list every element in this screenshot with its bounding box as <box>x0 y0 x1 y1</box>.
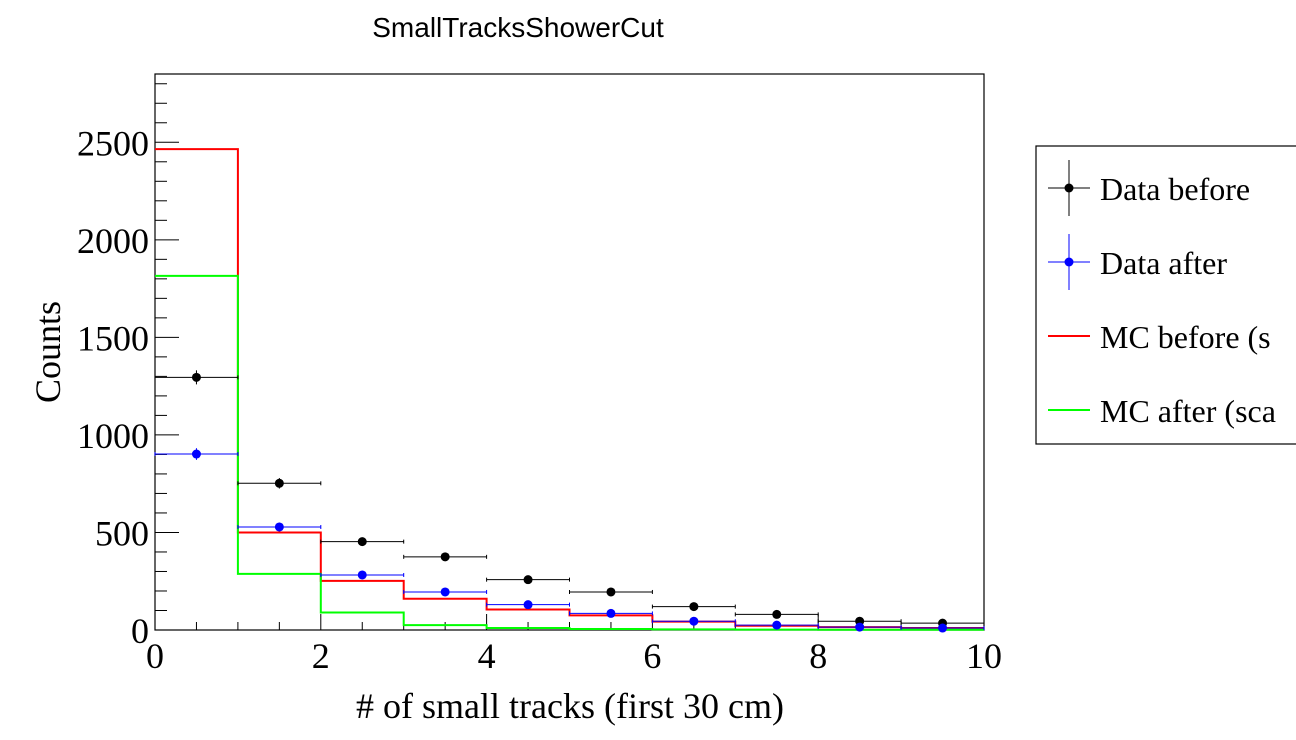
x-axis-label: # of small tracks (first 30 cm) <box>356 686 784 726</box>
data-point <box>689 616 699 626</box>
data-point <box>274 478 284 488</box>
y-tick-label: 2000 <box>77 221 149 261</box>
y-tick-label: 500 <box>95 513 149 553</box>
series-line-1 <box>155 148 984 630</box>
x-tick-label: 6 <box>643 636 661 676</box>
y-tick-label: 1000 <box>77 416 149 456</box>
legend-label: Data before <box>1100 171 1250 207</box>
data-point <box>772 609 782 619</box>
data-point <box>523 575 533 585</box>
series-layer <box>154 148 985 633</box>
data-point <box>191 449 201 459</box>
data-point <box>689 602 699 612</box>
x-tick-label: 8 <box>809 636 827 676</box>
data-point <box>606 587 616 597</box>
data-point <box>938 623 948 633</box>
x-tick-label: 0 <box>146 636 164 676</box>
y-axis-label: Counts <box>28 301 68 403</box>
legend-box <box>1035 145 1296 445</box>
data-point <box>523 600 533 610</box>
y-tick-label: 0 <box>131 611 149 651</box>
data-point <box>606 608 616 618</box>
y-tick-label: 2500 <box>77 123 149 163</box>
data-point <box>440 552 450 562</box>
data-point <box>772 620 782 630</box>
legend-label: MC before (s <box>1100 319 1271 355</box>
legend: Data before Data after MC before (s MC afte… <box>1035 145 1296 445</box>
data-point <box>357 537 367 547</box>
legend-marker-point <box>1064 257 1074 267</box>
x-tick-label: 2 <box>312 636 330 676</box>
legend-marker-point <box>1064 183 1074 193</box>
x-tick-label: 4 <box>478 636 496 676</box>
data-point <box>855 622 865 632</box>
data-point <box>440 587 450 597</box>
series-points-2 <box>154 448 985 633</box>
y-axis-ticks: 0 500 1000 1500 2000 2500 <box>77 83 179 651</box>
data-point <box>274 522 284 532</box>
legend-label: MC after (sca <box>1100 393 1276 429</box>
data-point <box>191 372 201 382</box>
legend-label: Data after <box>1100 245 1227 281</box>
plot-frame <box>154 73 985 631</box>
series-points-1 <box>154 370 985 628</box>
y-tick-label: 1500 <box>77 318 149 358</box>
chart-title: SmallTracksShowerCut <box>372 12 664 43</box>
x-tick-label: 10 <box>966 636 1002 676</box>
data-point <box>357 570 367 580</box>
x-axis-ticks: 0 2 4 6 8 10 <box>146 614 1002 676</box>
series-line-2 <box>155 274 984 631</box>
